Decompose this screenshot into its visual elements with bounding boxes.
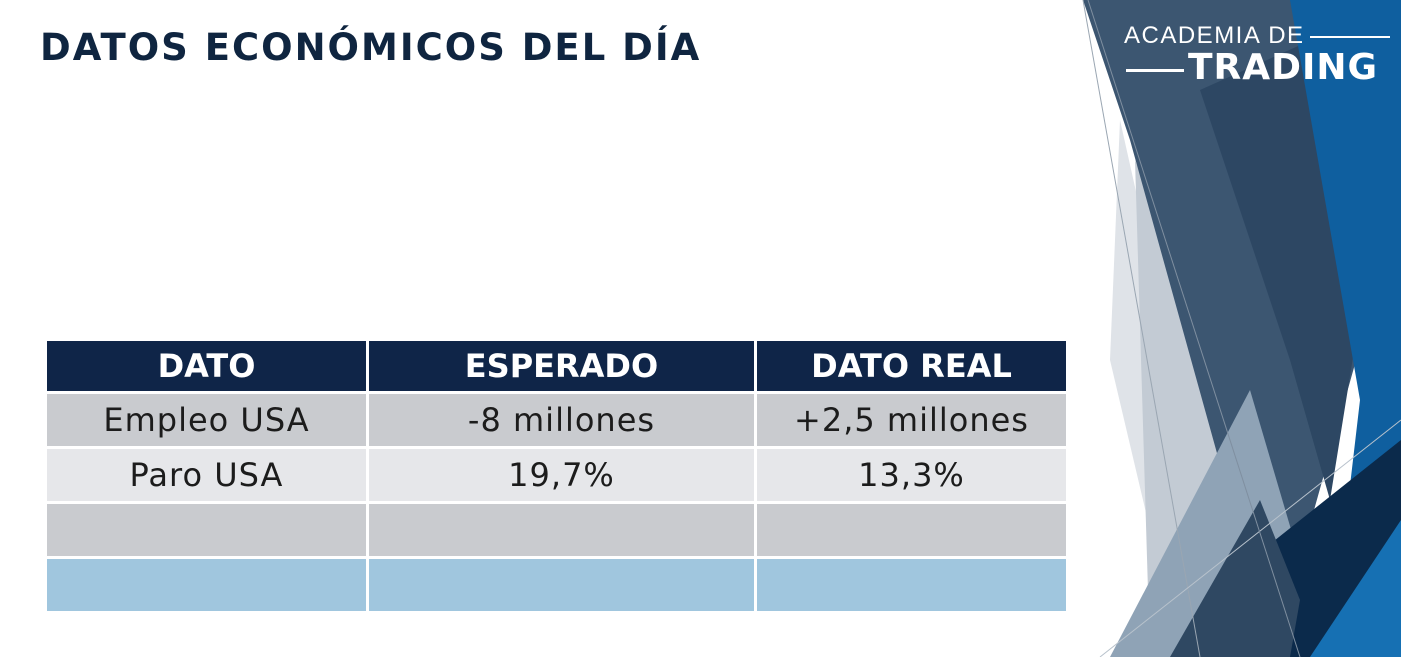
table-header-row: DATO ESPERADO DATO REAL <box>44 338 1069 394</box>
table-cell <box>754 556 1069 614</box>
table-cell <box>754 501 1069 559</box>
slide-title: DATOS ECONÓMICOS DEL DÍA <box>40 26 702 69</box>
table-cell: +2,5 millones <box>754 391 1069 449</box>
table-cell <box>44 501 369 559</box>
table-cell: Empleo USA <box>44 391 369 449</box>
header-esperado: ESPERADO <box>366 338 757 394</box>
table-cell: Paro USA <box>44 446 369 504</box>
table-cell: 19,7% <box>366 446 757 504</box>
table-row <box>44 501 1069 559</box>
logo-rule-top <box>1310 36 1390 38</box>
logo-text-bottom: TRADING <box>1188 47 1379 88</box>
table-row <box>44 556 1069 614</box>
table-cell <box>44 556 369 614</box>
academia-de-trading-logo: ACADEMIA DE TRADING <box>1124 20 1392 90</box>
header-dato-real: DATO REAL <box>754 338 1069 394</box>
table-cell: 13,3% <box>754 446 1069 504</box>
table-row: Paro USA 19,7% 13,3% <box>44 446 1069 504</box>
table-row: Empleo USA -8 millones +2,5 millones <box>44 391 1069 449</box>
table-cell: -8 millones <box>366 391 757 449</box>
header-dato: DATO <box>44 338 369 394</box>
logo-text-top: ACADEMIA DE <box>1124 22 1305 49</box>
table-cell <box>366 501 757 559</box>
table-cell <box>366 556 757 614</box>
logo-rule-bottom <box>1126 69 1184 72</box>
economic-data-table: DATO ESPERADO DATO REAL Empleo USA -8 mi… <box>44 338 1069 614</box>
